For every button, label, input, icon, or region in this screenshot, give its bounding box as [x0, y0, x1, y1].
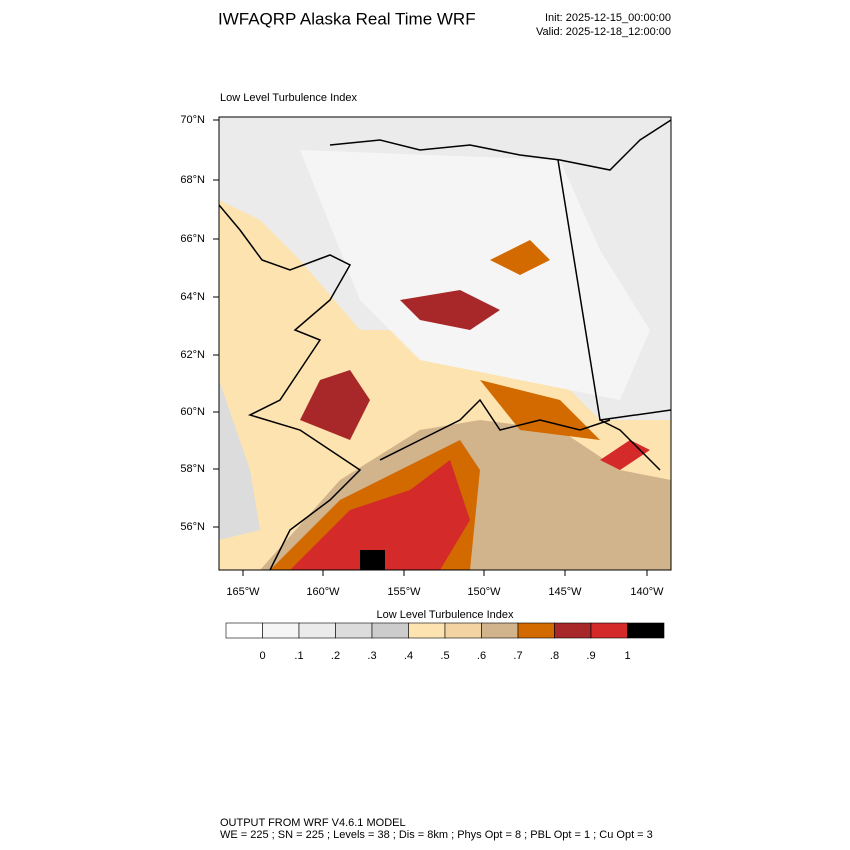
figure-title: IWFAQRP Alaska Real Time WRF [218, 9, 476, 28]
lon-axis: 165°W 160°W 155°W 150°W 145°W 140°W [226, 570, 664, 598]
lon-label: 155°W [387, 586, 421, 598]
colorbar-box [554, 622, 592, 639]
field-lighter [300, 150, 650, 400]
field-darkred [300, 370, 370, 440]
colorbar-label: .1 [294, 650, 303, 662]
map-field [219, 117, 671, 570]
colorbar-label: .8 [550, 650, 559, 662]
colorbar-label: .2 [331, 650, 340, 662]
colorbar-box [627, 622, 665, 639]
colorbar-box [590, 622, 628, 639]
colorbar-title: Low Level Turbulence Index [377, 609, 514, 621]
field-orange [490, 240, 550, 275]
field-darkred [400, 290, 500, 330]
map-title: Low Level Turbulence Index [220, 92, 357, 104]
colorbar-label: 1 [624, 650, 630, 662]
footer-line: WE = 225 ; SN = 225 ; Levels = 38 ; Dis … [220, 829, 653, 841]
field-black [360, 550, 385, 570]
init-time: Init: 2025-12-15_00:00:00 [545, 12, 671, 24]
colorbar-box [298, 622, 336, 639]
colorbar-label: .4 [404, 650, 413, 662]
colorbar-label: 0 [259, 650, 265, 662]
lon-label: 160°W [306, 586, 340, 598]
colorbar-label: .3 [367, 650, 376, 662]
colorbar-box [517, 622, 555, 639]
colorbar-box [481, 622, 519, 639]
colorbar-box [371, 622, 409, 639]
lon-label: 150°W [467, 586, 501, 598]
lon-label: 165°W [226, 586, 260, 598]
colorbar-box [335, 622, 373, 639]
valid-time: Valid: 2025-12-18_12:00:00 [536, 26, 671, 38]
field-gray [219, 380, 260, 540]
colorbar-label: .6 [477, 650, 486, 662]
colorbar-label: .7 [513, 650, 522, 662]
colorbar-box [408, 622, 446, 639]
coastline [219, 119, 671, 570]
colorbar-box [262, 622, 300, 639]
map-frame [218, 116, 672, 571]
lat-label: 66°N [180, 233, 205, 245]
footer-line: OUTPUT FROM WRF V4.6.1 MODEL [220, 817, 406, 829]
lat-label: 68°N [180, 174, 205, 186]
field-red [290, 460, 470, 570]
colorbar-label: .9 [586, 650, 595, 662]
field-orange [480, 380, 600, 440]
lat-label: 64°N [180, 291, 205, 303]
lon-label: 140°W [630, 586, 664, 598]
lat-label: 70°N [180, 114, 205, 126]
lat-label: 62°N [180, 349, 205, 361]
lat-label: 56°N [180, 521, 205, 533]
colorbar-box [444, 622, 482, 639]
lat-label: 60°N [180, 406, 205, 418]
lat-label: 58°N [180, 463, 205, 475]
lat-axis: 70°N 68°N 66°N 64°N 62°N 60°N 58°N 56°N [180, 114, 219, 533]
colorbar-box [225, 622, 263, 639]
lon-label: 145°W [548, 586, 582, 598]
colorbar: 0 .1 .2 .3 .4 .5 .6 .7 .8 .9 1 [225, 622, 665, 662]
colorbar-label: .5 [440, 650, 449, 662]
